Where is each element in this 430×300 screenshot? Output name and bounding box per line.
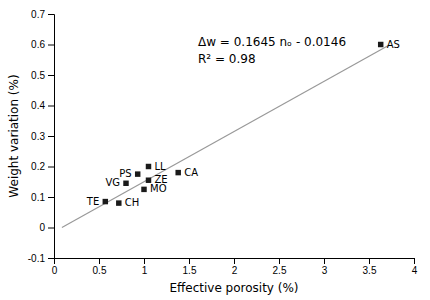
point-label: CA <box>184 167 198 178</box>
tick-mark <box>369 258 370 264</box>
tick-mark <box>414 258 415 264</box>
tick-mark <box>48 197 54 198</box>
point <box>135 171 140 176</box>
tick-mark <box>279 258 280 264</box>
point <box>146 164 151 169</box>
tick-mark <box>48 45 54 46</box>
y-axis: -0.1 0 0.1 0.2 0.3 0.4 0.5 0.6 0.7 <box>28 9 55 264</box>
annotation: R² = 0.98 <box>198 52 256 66</box>
point-label: CH <box>125 197 140 208</box>
point <box>123 181 128 186</box>
tick: 1 <box>142 258 148 276</box>
point-label: VG <box>105 177 120 188</box>
tick-label: 2.5 <box>273 265 287 276</box>
tick-mark <box>48 136 54 137</box>
tick-label: 0.1 <box>31 192 45 203</box>
axis-line <box>48 15 55 259</box>
tick: 3 <box>322 258 328 276</box>
tick: 1.5 <box>183 258 197 276</box>
tick-mark <box>48 75 54 76</box>
tick-mark <box>48 167 54 168</box>
point <box>103 199 108 204</box>
point <box>378 42 383 47</box>
tick-label: 1 <box>142 265 148 276</box>
tick-label: 0.5 <box>31 70 45 81</box>
x-axis: 0 0.5 1 1.5 2 2.5 3 3.5 4 <box>52 258 418 276</box>
chart: 0 0.5 1 1.5 2 2.5 3 3.5 4 -0.1 0 0.1 0.2 0.3 0.4 0.5 0.6… <box>0 0 430 300</box>
point-label: LL <box>155 161 167 172</box>
point <box>116 200 121 205</box>
tick: 3.5 <box>363 258 377 276</box>
tick: 0.2 <box>31 161 54 172</box>
tick: 0.7 <box>31 9 54 20</box>
x-axis-title: Effective porosity (%) <box>169 281 298 295</box>
tick: -0.1 <box>28 253 54 264</box>
tick: 0.5 <box>93 258 107 276</box>
tick: 0.5 <box>31 70 54 81</box>
point-label: PS <box>119 168 131 179</box>
tick-label: 0.4 <box>31 100 45 111</box>
tick-label: 0.2 <box>31 161 45 172</box>
tick-label: 0.3 <box>31 131 45 142</box>
tick: 0.3 <box>31 131 54 142</box>
plot-area: 0 0.5 1 1.5 2 2.5 3 3.5 4 -0.1 0 0.1 0.2 0.3 0.4 0.5 0.6… <box>28 9 418 276</box>
tick-label: 0.5 <box>93 265 107 276</box>
point-labels: TECHVGPSMOZELLCAAS <box>86 39 400 209</box>
tick-label: 0 <box>39 222 45 233</box>
regression-line <box>62 45 389 227</box>
tick-mark <box>48 14 54 15</box>
tick-label: 1.5 <box>183 265 197 276</box>
tick-label: 0.6 <box>31 39 45 50</box>
tick: 0.6 <box>31 39 54 50</box>
annotations: Δw = 0.1645 nₒ - 0.0146 R² = 0.98 <box>198 35 346 66</box>
tick-mark <box>324 258 325 264</box>
tick-label: 3 <box>322 265 328 276</box>
point <box>175 170 180 175</box>
tick-mark <box>48 258 54 259</box>
tick-label: 0.7 <box>31 9 45 20</box>
marks <box>62 42 389 228</box>
tick: 0 <box>39 222 54 233</box>
point-label: AS <box>387 39 400 50</box>
tick: 0.4 <box>31 100 54 111</box>
tick-mark <box>48 106 54 107</box>
annotation: Δw = 0.1645 nₒ - 0.0146 <box>198 35 346 49</box>
tick: 0 <box>52 258 58 276</box>
tick-label: 4 <box>412 265 418 276</box>
tick: 2.5 <box>273 258 287 276</box>
tick-label: 2 <box>232 265 238 276</box>
point-label: ZE <box>155 174 168 185</box>
tick: 2 <box>232 258 238 276</box>
tick: 4 <box>412 258 418 276</box>
point <box>146 177 151 182</box>
tick-label: 3.5 <box>363 265 377 276</box>
y-axis-title: Weight variation (%) <box>7 74 21 197</box>
tick-mark <box>48 228 54 229</box>
axis-line <box>55 259 415 265</box>
tick-label: -0.1 <box>28 253 46 264</box>
tick-mark <box>99 258 100 264</box>
tick-mark <box>189 258 190 264</box>
tick-mark <box>234 258 235 264</box>
tick-label: 0 <box>52 265 58 276</box>
point-label: TE <box>86 196 99 207</box>
tick: 0.1 <box>31 192 54 203</box>
tick-mark <box>144 258 145 264</box>
point <box>141 187 146 192</box>
